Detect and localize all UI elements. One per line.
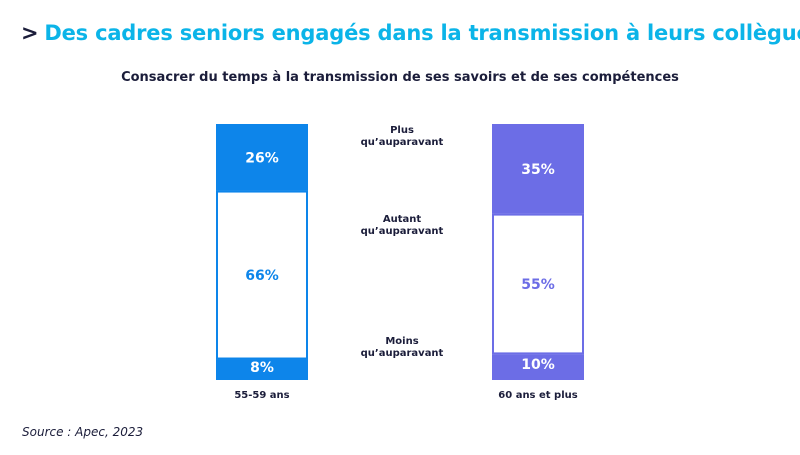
segment-label-moins-line1: Moins <box>385 336 419 347</box>
category-label-0: 55-59 ans <box>234 390 289 401</box>
segment-label-autant-line2: qu’auparavant <box>360 226 444 237</box>
segment-label-plus-line1: Plus <box>390 125 414 136</box>
data-label-1-1: 55% <box>521 277 555 293</box>
bar-segment-0-1 <box>216 190 308 360</box>
segment-label-moins-line2: qu’auparavant <box>360 348 444 359</box>
bar-segment-1-2 <box>492 354 584 380</box>
segment-label-plus-line2: qu’auparavant <box>360 137 444 148</box>
data-label-0-0: 26% <box>245 150 279 166</box>
data-label-0-1: 66% <box>245 268 279 284</box>
data-label-1-2: 10% <box>521 357 555 373</box>
segment-label-autant: Autant qu’auparavant <box>342 214 462 238</box>
bar-segment-0-0 <box>216 124 308 191</box>
bar-segment-1-1 <box>492 213 584 355</box>
segment-label-autant-line1: Autant <box>382 214 422 225</box>
data-label-0-2: 8% <box>250 360 274 376</box>
bar-segment-1-0 <box>492 124 584 214</box>
chart-title: > Des cadres seniors engagés dans la tran… <box>21 21 800 45</box>
chevron-icon: > <box>21 21 39 45</box>
bar-segment-0-2 <box>216 359 308 380</box>
source-note: Source : Apec, 2023 <box>22 425 144 439</box>
category-label-1: 60 ans et plus <box>498 390 577 401</box>
segment-label-plus: Plus qu’auparavant <box>342 125 462 149</box>
data-label-1-0: 35% <box>521 162 555 178</box>
segment-label-moins: Moins qu’auparavant <box>342 336 462 360</box>
chart-title-text: Des cadres seniors engagés dans la trans… <box>44 21 800 45</box>
chart-subtitle: Consacrer du temps à la transmission de … <box>121 70 679 85</box>
